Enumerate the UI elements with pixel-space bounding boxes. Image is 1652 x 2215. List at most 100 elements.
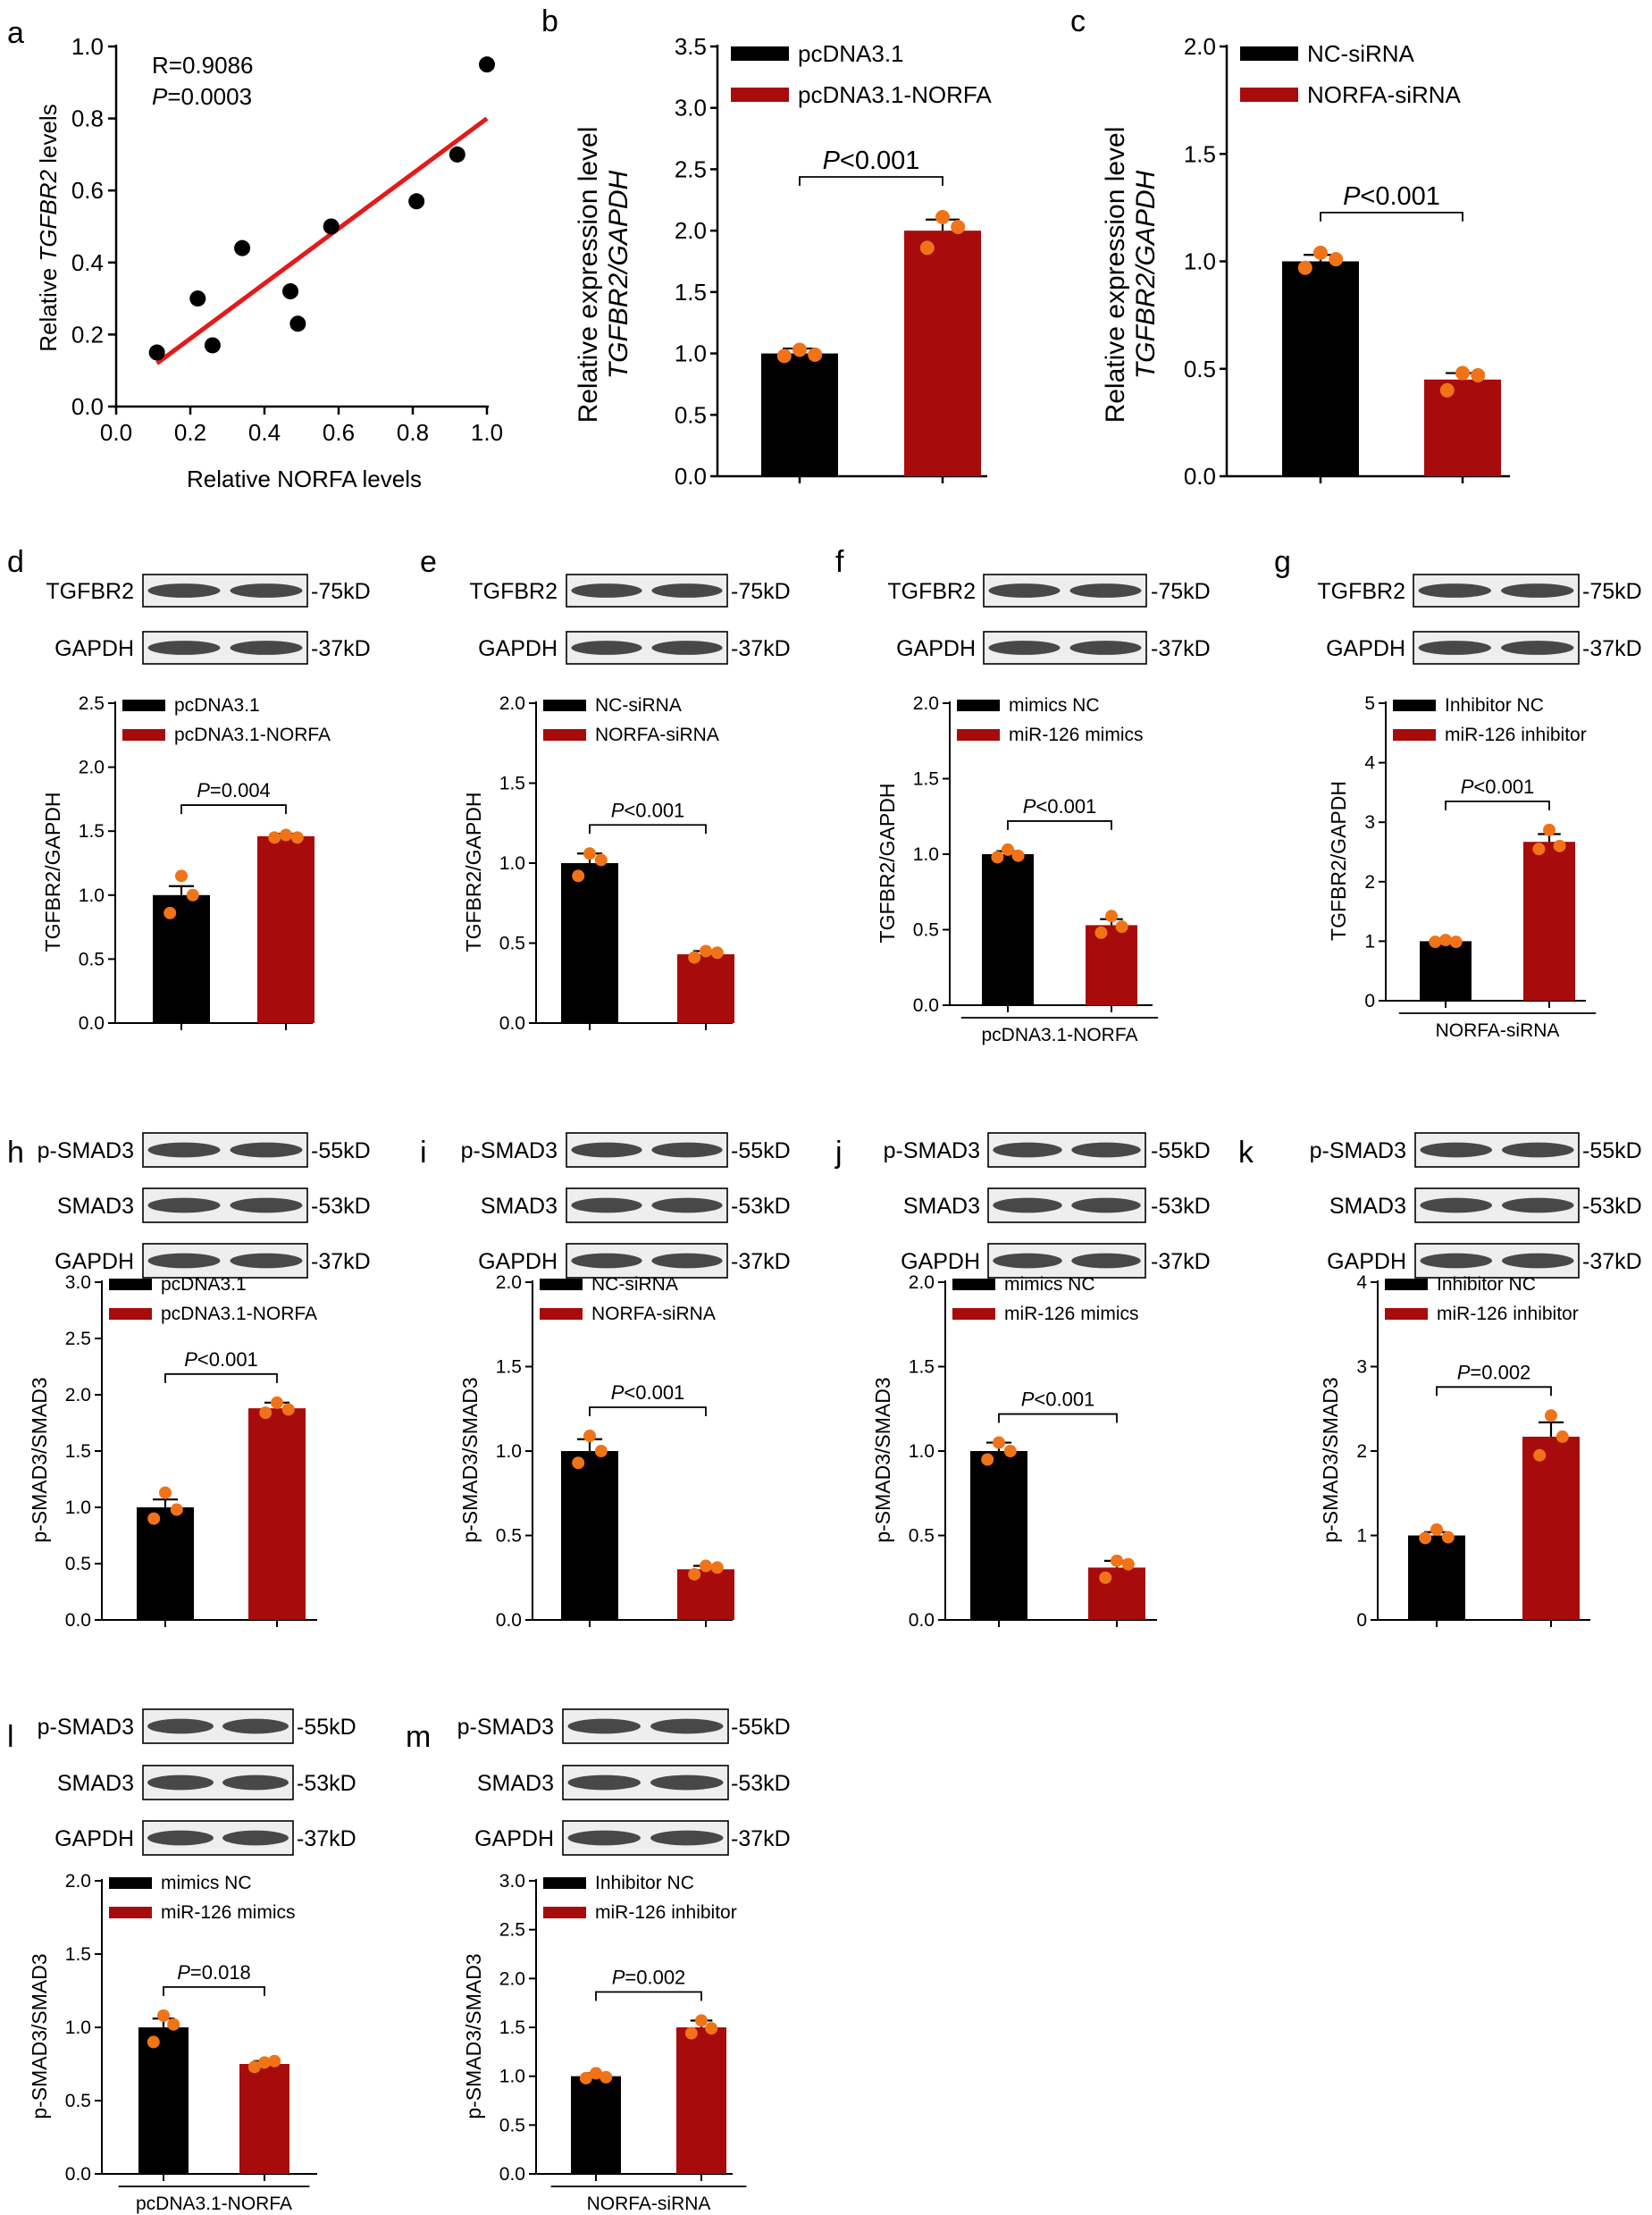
legend-label: miR-126 inhibitor (1445, 725, 1587, 745)
p-value: =0.002 (1470, 1361, 1530, 1383)
y-tick-label: 0.4 (71, 249, 104, 276)
y-tick-label: 1.5 (913, 769, 939, 790)
replicate-point (1556, 1430, 1569, 1443)
legend-swatch (1385, 1308, 1428, 1320)
blot-protein-label: GAPDH (896, 636, 976, 661)
p-italic: P (177, 1961, 190, 1984)
panel-g: g TGFBR2 -75kD GAPDH -37kD 0 1 2 3 4 5 Inhibitor NC… (1274, 545, 1642, 1041)
replicate-point (281, 1403, 295, 1416)
y-tick-label: 1.0 (675, 340, 707, 367)
p-value-label: P<0.001 (1023, 795, 1097, 818)
blot-size-label: -75kD (731, 579, 791, 604)
p-value: =0.004 (210, 779, 271, 801)
y-tick-label: 4 (1356, 1272, 1367, 1293)
replicate-point (1011, 849, 1025, 862)
y-tick-label: 0.0 (1184, 463, 1216, 490)
control-bar (761, 353, 838, 476)
blot-band (1420, 1253, 1493, 1269)
replicate-point (290, 831, 304, 844)
data-point (323, 218, 340, 235)
data-point (234, 239, 251, 256)
data-point (204, 337, 221, 354)
replicate-point (1533, 1448, 1547, 1462)
y-tick-label: 1.5 (909, 1357, 935, 1378)
blot-band (993, 1253, 1062, 1269)
blot-band (230, 1197, 303, 1213)
treatment-bar (677, 954, 734, 1023)
replicate-point (1121, 1557, 1135, 1571)
legend-label: pcDNA3.1 (174, 695, 260, 716)
y-axis-subtitle: TGFBR2/GAPDH (1131, 170, 1161, 379)
significance-bracket (799, 176, 943, 187)
p-value-label: P<0.001 (823, 147, 920, 175)
y-tick-label: 3.0 (499, 1871, 525, 1892)
blot-band (571, 583, 642, 598)
blot-band (650, 1775, 724, 1791)
p-value-label: P=0.002 (1457, 1361, 1531, 1383)
p-value-label: P<0.001 (1021, 1389, 1095, 1411)
blot-protein-label: p-SMAD3 (457, 1715, 554, 1740)
blot-protein-label: GAPDH (901, 1249, 980, 1274)
blot-protein-label: p-SMAD3 (884, 1138, 980, 1163)
replicate-point (792, 342, 807, 357)
p-italic: P (184, 1348, 197, 1371)
replicate-point (590, 2067, 602, 2080)
replicate-point (1329, 252, 1344, 267)
replicate-point (991, 851, 1004, 864)
blot-size-label: -37kD (731, 636, 791, 661)
data-point (148, 344, 165, 361)
replicate-point (1455, 365, 1470, 381)
replicate-point (164, 906, 177, 919)
y-axis-title: p-SMAD3/SMAD3 (871, 1377, 894, 1542)
replicate-point (1439, 382, 1455, 398)
p-value: <0.001 (1034, 1389, 1094, 1411)
y-tick-label: 1.5 (499, 2018, 525, 2038)
replicate-point (1111, 1554, 1123, 1567)
blot-protein-label: GAPDH (55, 1249, 134, 1274)
y-tick-label: 3.0 (65, 1272, 91, 1293)
legend-label: pcDNA3.1-NORFA (161, 1304, 317, 1324)
p-value: <0.001 (624, 799, 684, 821)
panel-m: m p-SMAD3 -55kD SMAD3 -53kD GAPDH -37kD 0.0 0.5 1… (406, 1708, 791, 2214)
legend-swatch (731, 88, 789, 102)
blot-band (571, 1253, 642, 1269)
panel-k: k p-SMAD3 -55kD SMAD3 -53kD GAPDH -37kD 0 1 2 3 4 In… (1238, 1132, 1642, 1631)
replicate-point (935, 210, 950, 225)
y-tick-label: 0.5 (65, 1554, 91, 1574)
legend-swatch (731, 46, 789, 61)
p-italic: P (1021, 1389, 1035, 1411)
replicate-point (710, 946, 724, 960)
y-tick-label: 2.0 (496, 1272, 522, 1293)
replicate-point (594, 853, 608, 867)
blot-band (1069, 641, 1142, 655)
blot-band (222, 1775, 289, 1791)
y-tick-label: 1.0 (79, 885, 105, 906)
significance-bracket (1320, 211, 1463, 222)
x-tick-label: 0.0 (100, 419, 132, 446)
y-axis-title: p-SMAD3/SMAD3 (1319, 1377, 1342, 1542)
panel-h: h p-SMAD3 -55kD SMAD3 -53kD GAPDH -37kD 0.0 0.5 1… (7, 1132, 371, 1631)
blot-protein-label: SMAD3 (57, 1194, 134, 1219)
panel-i: i p-SMAD3 -55kD SMAD3 -53kD GAPDH -37kD 0.0 0.5 1… (420, 1132, 791, 1631)
group-label: pcDNA3.1-NORFA (136, 2194, 292, 2214)
treatment-bar (676, 2027, 726, 2174)
blot-band (1069, 583, 1142, 598)
y-tick-label: 0.0 (65, 2164, 91, 2185)
replicate-point (1449, 936, 1463, 949)
data-point (408, 193, 425, 210)
blot-band (1501, 1142, 1574, 1158)
y-tick-label: 0.0 (909, 1610, 935, 1631)
control-bar (1420, 941, 1472, 1001)
x-tick-label: 0.4 (248, 419, 281, 446)
y-tick-label: 2.0 (499, 693, 525, 714)
replicate-point (919, 240, 935, 256)
y-tick-label: 0.5 (499, 2115, 525, 2135)
replicate-point (1297, 260, 1312, 275)
replicate-point (1545, 1409, 1557, 1422)
blot-size-label: -55kD (311, 1138, 371, 1163)
replicate-point (684, 2026, 698, 2040)
y-tick-label: 3.0 (675, 95, 707, 122)
p-italic: P (823, 147, 841, 175)
blot-band (147, 1775, 214, 1791)
p-value-label: P<0.001 (184, 1348, 258, 1371)
